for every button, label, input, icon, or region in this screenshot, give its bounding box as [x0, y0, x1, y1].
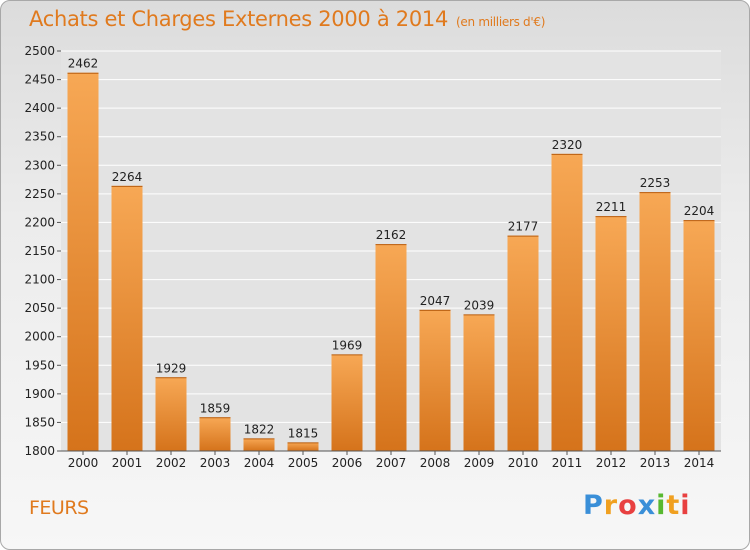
x-tick-label: 2001 [112, 456, 143, 470]
data-label: 2204 [684, 204, 715, 218]
x-axis-ticks: 2000 2001 2002 2003 2004 2005 2006 2007 2008 2009… [68, 451, 715, 470]
bar [419, 309, 451, 451]
x-tick-label: 2011 [552, 456, 583, 470]
data-label: 1859 [200, 401, 231, 415]
x-tick-label: 2012 [596, 456, 627, 470]
y-tick-label: 1850 [24, 415, 55, 429]
y-tick-label: 2450 [24, 73, 55, 87]
x-tick-label: 2010 [508, 456, 539, 470]
data-label: 1822 [244, 422, 275, 436]
x-tick-label: 2003 [200, 456, 231, 470]
data-label: 2177 [508, 220, 539, 234]
y-tick-label: 2400 [24, 101, 55, 115]
data-label: 2211 [596, 200, 627, 214]
x-tick-label: 2002 [156, 456, 187, 470]
y-tick-label: 2350 [24, 130, 55, 144]
bar [243, 438, 275, 451]
y-tick-label: 2500 [24, 44, 55, 58]
data-label: 2320 [552, 138, 583, 152]
bar [595, 216, 627, 451]
x-tick-label: 2006 [332, 456, 363, 470]
x-tick-label: 2000 [68, 456, 99, 470]
data-label: 2253 [640, 176, 671, 190]
x-tick-label: 2004 [244, 456, 275, 470]
y-tick-label: 2050 [24, 301, 55, 315]
y-tick-label: 1950 [24, 358, 55, 372]
bar [683, 220, 715, 451]
x-tick-label: 2009 [464, 456, 495, 470]
bar [155, 377, 187, 451]
data-label: 2162 [376, 228, 407, 242]
y-tick-label: 2100 [24, 273, 55, 287]
y-tick-label: 2000 [24, 330, 55, 344]
y-tick-label: 2200 [24, 215, 55, 229]
data-label: 2047 [420, 294, 451, 308]
bar [463, 314, 495, 451]
bar [67, 72, 99, 451]
data-label: 2462 [68, 57, 99, 71]
bar [375, 244, 407, 451]
bar [551, 153, 583, 451]
data-label: 2264 [112, 170, 143, 184]
chart-title: Achats et Charges Externes 2000 à 2014 (e… [29, 7, 545, 31]
x-tick-label: 2013 [640, 456, 671, 470]
data-label: 1969 [332, 338, 363, 352]
x-tick-label: 2007 [376, 456, 407, 470]
bar [639, 192, 671, 451]
bar [111, 185, 143, 451]
y-axis-ticks: 1800 1850 1900 1950 2000 2050 2100 2150 2200 2250… [24, 44, 61, 458]
proxiti-logo[interactable]: Proxiti [583, 490, 691, 521]
chart-subtitle: (en milliers d'€) [456, 15, 546, 29]
bar [507, 235, 539, 451]
location-label: FEURS [29, 497, 89, 519]
data-label: 1815 [288, 426, 319, 440]
y-tick-label: 2250 [24, 187, 55, 201]
bar [287, 442, 319, 451]
x-tick-label: 2014 [684, 456, 715, 470]
y-tick-label: 2150 [24, 244, 55, 258]
x-tick-label: 2005 [288, 456, 319, 470]
data-label: 2039 [464, 298, 495, 312]
y-tick-label: 2300 [24, 158, 55, 172]
bar [199, 417, 231, 451]
chart-title-text: Achats et Charges Externes 2000 à 2014 [29, 7, 449, 31]
bar [331, 354, 363, 451]
bars: 2462 2264 1929 1859 1822 1815 1969 2162 2047 2039… [67, 57, 715, 451]
y-tick-label: 1800 [24, 444, 55, 458]
y-tick-label: 1900 [24, 387, 55, 401]
x-tick-label: 2008 [420, 456, 451, 470]
data-label: 1929 [156, 361, 187, 375]
